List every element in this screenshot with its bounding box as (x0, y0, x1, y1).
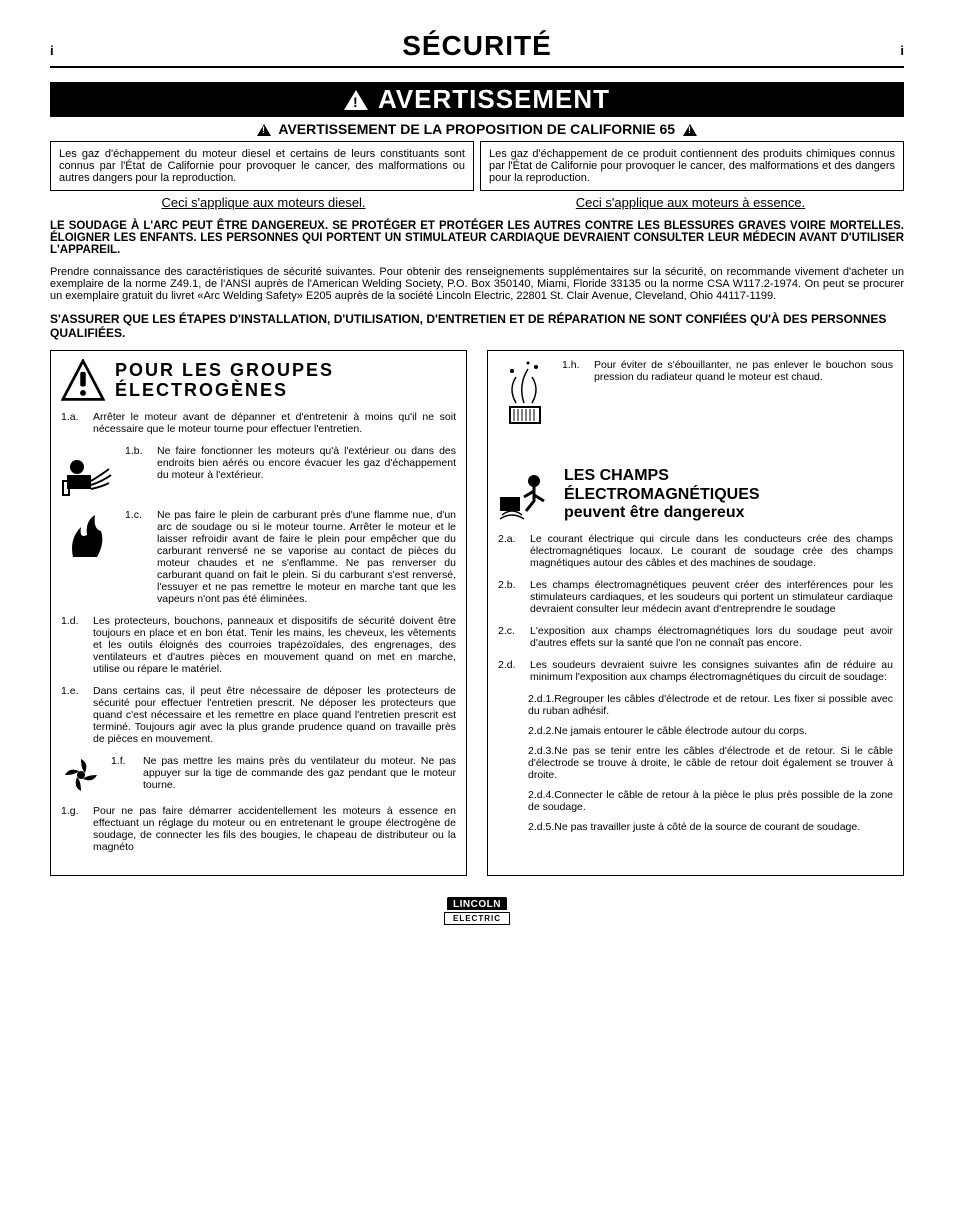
item-1c: 1.c. Ne pas faire le plein de carburant … (61, 509, 456, 605)
item-num: 1.e. (61, 685, 87, 745)
item-text: Ne pas mettre les mains près du ventilat… (143, 755, 456, 795)
item-text: Ne pas faire le plein de carburant près … (157, 509, 456, 605)
intro-paragraph: Prendre connaissance des caractéristique… (50, 266, 904, 302)
logo-sub: ELECTRIC (444, 912, 510, 925)
item-num: 1.g. (61, 805, 87, 853)
page-marker-left: i (50, 43, 54, 58)
section1-title-line1: POUR LES GROUPES (115, 360, 334, 380)
item-num: 1.f. (111, 755, 137, 795)
item-text: Pour éviter de s'ébouillanter, ne pas en… (594, 359, 893, 429)
warning-triangle-small-icon (683, 124, 697, 136)
item-1f: 1.f. Ne pas mettre les mains près du ven… (61, 755, 456, 795)
applies-right: Ceci s'applique aux moteurs à essence. (477, 195, 904, 210)
section2-title-line2: ÉLECTROMAGNÉTIQUES (564, 486, 760, 503)
flame-icon (61, 509, 115, 605)
section2-header: LES CHAMPS ÉLECTROMAGNÉTIQUES peuvent êt… (498, 467, 893, 523)
item-1h: 1.h. Pour éviter de s'ébouillanter, ne p… (498, 359, 893, 429)
warning-banner-text: AVERTISSEMENT (378, 84, 610, 115)
item-num: 2.b. (498, 579, 524, 615)
radiator-steam-icon (498, 359, 552, 429)
item-num: 2.c. (498, 625, 524, 649)
applies-row: Ceci s'applique aux moteurs diesel. Ceci… (50, 195, 904, 210)
item-text: Les champs électromagnétiques peuvent cr… (530, 579, 893, 615)
warning-banner: AVERTISSEMENT (50, 82, 904, 117)
item-2a: 2.a. Le courant électrique qui circule d… (498, 533, 893, 569)
columns: POUR LES GROUPES ÉLECTROGÈNES 1.a. Arrêt… (50, 350, 904, 876)
logo-brand: LINCOLN (447, 897, 507, 910)
item-num: 1.h. (562, 359, 588, 429)
item-num: 1.c. (125, 509, 151, 605)
item-num: 2.a. (498, 533, 524, 569)
intro-bold-2: S'ASSURER QUE LES ÉTAPES D'INSTALLATION,… (50, 312, 904, 340)
section1-title: POUR LES GROUPES ÉLECTROGÈNES (115, 361, 334, 401)
item-2d1: 2.d.1.Regrouper les câbles d'électrode e… (528, 693, 893, 717)
item-1a: 1.a. Arrêter le moteur avant de dépanner… (61, 411, 456, 435)
exhaust-icon (61, 445, 115, 499)
item-text: Pour ne pas faire démarrer accidentellem… (93, 805, 456, 853)
item-2d2: 2.d.2.Ne jamais entourer le câble électr… (528, 725, 893, 737)
right-column: 1.h. Pour éviter de s'ébouillanter, ne p… (487, 350, 904, 876)
prop65-right-box: Les gaz d'échappement de ce produit cont… (480, 141, 904, 191)
item-2d4: 2.d.4.Connecter le câble de retour à la … (528, 789, 893, 813)
item-1e: 1.e. Dans certains cas, il peut être néc… (61, 685, 456, 745)
item-num: 1.b. (125, 445, 151, 499)
caution-triangle-icon (61, 359, 105, 403)
item-text: Ne faire fonctionner les moteurs qu'à l'… (157, 445, 456, 499)
emf-welder-icon (498, 467, 554, 523)
section1-header: POUR LES GROUPES ÉLECTROGÈNES (61, 359, 456, 403)
item-2d3: 2.d.3.Ne pas se tenir entre les câbles d… (528, 745, 893, 781)
applies-left: Ceci s'applique aux moteurs diesel. (50, 195, 477, 210)
item-2c: 2.c. L'exposition aux champs électromagn… (498, 625, 893, 649)
section2-title-line1: LES CHAMPS (564, 467, 669, 484)
page: i SÉCURITÉ i AVERTISSEMENT AVERTISSEMENT… (0, 0, 954, 965)
page-title: SÉCURITÉ (402, 30, 552, 62)
item-text: L'exposition aux champs électromagnétiqu… (530, 625, 893, 649)
item-text: Les protecteurs, bouchons, panneaux et d… (93, 615, 456, 675)
warning-triangle-small-icon (257, 124, 271, 136)
fan-hand-icon (61, 755, 101, 795)
intro-bold-1: LE SOUDAGE À L'ARC PEUT ÊTRE DANGEREUX. … (50, 220, 904, 256)
section1-title-line2: ÉLECTROGÈNES (115, 380, 288, 400)
item-2d5: 2.d.5.Ne pas travailler juste à côté de … (528, 821, 893, 833)
spacer (498, 439, 893, 463)
prop65-left-box: Les gaz d'échappement du moteur diesel e… (50, 141, 474, 191)
item-text: Le courant électrique qui circule dans l… (530, 533, 893, 569)
prop65-boxes: Les gaz d'échappement du moteur diesel e… (50, 141, 904, 191)
footer-logo: LINCOLN ELECTRIC (50, 894, 904, 925)
section2-title: LES CHAMPS ÉLECTROMAGNÉTIQUES peuvent êt… (564, 467, 760, 522)
left-column: POUR LES GROUPES ÉLECTROGÈNES 1.a. Arrêt… (50, 350, 467, 876)
item-num: 2.d. (498, 659, 524, 683)
top-line: i SÉCURITÉ i (50, 30, 904, 68)
item-num: 1.d. (61, 615, 87, 675)
warning-triangle-icon (344, 90, 368, 110)
prop65-title: AVERTISSEMENT DE LA PROPOSITION DE CALIF… (278, 121, 675, 137)
item-1d: 1.d. Les protecteurs, bouchons, panneaux… (61, 615, 456, 675)
prop65-title-row: AVERTISSEMENT DE LA PROPOSITION DE CALIF… (50, 117, 904, 141)
item-num: 1.a. (61, 411, 87, 435)
item-text: Dans certains cas, il peut être nécessai… (93, 685, 456, 745)
item-text: Arrêter le moteur avant de dépanner et d… (93, 411, 456, 435)
item-1b: 1.b. Ne faire fonctionner les moteurs qu… (61, 445, 456, 499)
item-1g: 1.g. Pour ne pas faire démarrer accident… (61, 805, 456, 853)
page-marker-right: i (900, 43, 904, 58)
item-2b: 2.b. Les champs électromagnétiques peuve… (498, 579, 893, 615)
section2-title-line3: peuvent être dangereux (564, 504, 745, 521)
item-text: Les soudeurs devraient suivre les consig… (530, 659, 893, 683)
item-2d: 2.d. Les soudeurs devraient suivre les c… (498, 659, 893, 683)
